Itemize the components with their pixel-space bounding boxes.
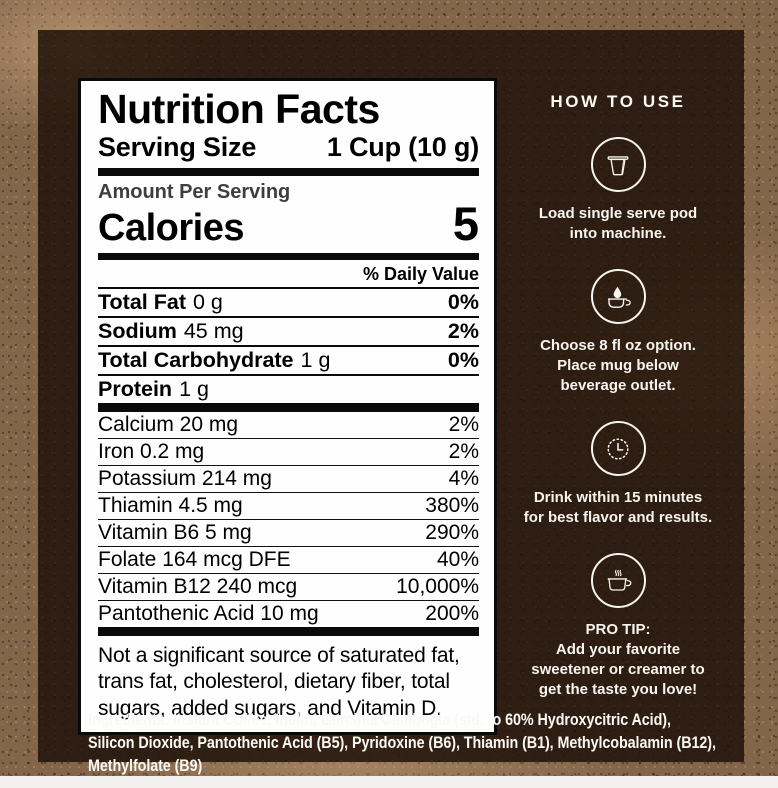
ingredients-text: Ingredients: Instant Coffee, Inulin, Gar… (88, 711, 716, 775)
bottom-white-strip (0, 776, 778, 788)
divider-bar (98, 167, 479, 176)
label-footnote: Not a significant source of saturated fa… (98, 643, 460, 720)
clock-icon (607, 437, 629, 460)
divider-bar (98, 626, 479, 636)
calories-label: Calories (98, 206, 244, 249)
nutrient-name: Vitamin B12 240 mcg (98, 574, 298, 598)
step-icon-circle (590, 421, 646, 476)
daily-value-header: % Daily Value (362, 263, 479, 284)
nutrient-row-vitamin-b6: Vitamin B6 5 mg 290% (98, 518, 479, 546)
how-to-use-heading: HOW TO USE (550, 92, 686, 111)
nutrient-name: Potassium 214 mg (98, 466, 272, 490)
calories-row: Calories 5 (98, 196, 479, 250)
nutrient-amount: 1 g (179, 377, 209, 402)
how-to-use-panel: HOW TO USE Load single serve pod into ma… (512, 92, 724, 700)
how-to-use-step-2: Choose 8 fl oz option. Place mug below b… (512, 269, 724, 396)
nutrient-name: Folate 164 mcg DFE (98, 547, 291, 571)
steaming-mug-icon (607, 569, 632, 591)
step-text: Drink within 15 minutes for best flavor … (523, 489, 713, 526)
nutrient-row-total-fat: Total Fat 0 g 0% (98, 286, 479, 316)
nutrient-daily-pct: 40% (436, 547, 479, 571)
how-to-use-step-4: PRO TIP: Add your favorite sweetener or … (512, 553, 724, 700)
nutrient-daily-pct: 200% (425, 601, 479, 625)
nutrient-name: Thiamin 4.5 mg (98, 493, 243, 517)
pod-icon (607, 155, 629, 175)
nutrient-row-thiamin: Thiamin 4.5 mg 380% (98, 491, 479, 519)
nutrition-facts-title: Nutrition Facts (98, 86, 380, 132)
step-text: Choose 8 fl oz option. Place mug below b… (540, 337, 696, 394)
nutrient-name: Sodium (98, 319, 177, 344)
nutrient-name: Protein (98, 377, 173, 402)
nutrient-amount: 0 g (192, 290, 223, 315)
nutrient-daily-pct: 2% (448, 439, 479, 463)
nutrient-amount: 45 mg (183, 319, 244, 344)
nutrient-daily-pct: 380% (425, 493, 479, 517)
nutrient-daily-pct: 2% (448, 412, 479, 436)
nutrient-row-iron: Iron 0.2 mg 2% (98, 437, 479, 465)
nutrient-name: Iron 0.2 mg (98, 439, 205, 463)
step-text: PRO TIP: Add your favorite sweetener or … (531, 621, 705, 698)
micronutrient-section: Calcium 20 mg 2% Iron 0.2 mg 2% Potassiu… (98, 412, 479, 627)
nutrient-row-protein: Protein 1 g (98, 373, 479, 403)
serving-size-line: Serving Size 1 Cup (10 g) (98, 132, 479, 162)
nutrient-row-potassium: Potassium 214 mg 4% (98, 464, 479, 492)
step-icon-circle (590, 137, 646, 192)
amount-per-serving-label: Amount Per Serving (98, 180, 291, 203)
divider-bar (98, 252, 479, 260)
step-icon-circle (590, 269, 646, 324)
serving-size-label: Serving Size (98, 131, 257, 162)
nutrient-row-calcium: Calcium 20 mg 2% (98, 412, 479, 438)
how-to-use-step-3: Drink within 15 minutes for best flavor … (512, 421, 724, 528)
calories-value: 5 (452, 196, 479, 250)
nutrient-daily-pct: 4% (448, 466, 479, 490)
nutrient-daily-pct: 290% (425, 520, 479, 544)
nutrient-name: Vitamin B6 5 mg (98, 520, 252, 544)
nutrient-row-carbohydrate: Total Carbohydrate 1 g 0% (98, 344, 479, 374)
nutrient-name: Pantothenic Acid 10 mg (98, 601, 319, 625)
nutrient-row-sodium: Sodium 45 mg 2% (98, 315, 479, 345)
serving-size-value: 1 Cup (10 g) (326, 131, 479, 162)
how-to-use-step-1: Load single serve pod into machine. (512, 137, 724, 244)
step-text: Load single serve pod into machine. (538, 205, 698, 242)
nutrient-row-pantothenic-acid: Pantothenic Acid 10 mg 200% (98, 599, 479, 627)
nutrient-name: Total Fat (98, 290, 186, 315)
nutrient-row-folate: Folate 164 mcg DFE 40% (98, 545, 479, 573)
step-icon-circle (590, 553, 646, 608)
divider-bar (98, 402, 479, 412)
nutrient-daily-pct: 0% (447, 348, 479, 373)
nutrient-name: Calcium 20 mg (98, 412, 239, 436)
nutrient-row-vitamin-b12: Vitamin B12 240 mcg 10,000% (98, 572, 479, 600)
nutrient-name: Total Carbohydrate (98, 348, 294, 373)
nutrient-daily-pct: 0% (447, 290, 479, 315)
mug-drop-icon (607, 286, 631, 308)
nutrient-daily-pct: 2% (447, 319, 479, 344)
nutrient-daily-pct: 10,000% (396, 574, 479, 598)
nutrition-facts-label: Nutrition Facts Serving Size 1 Cup (10 g… (78, 78, 497, 736)
nutrient-amount: 1 g (300, 348, 331, 373)
